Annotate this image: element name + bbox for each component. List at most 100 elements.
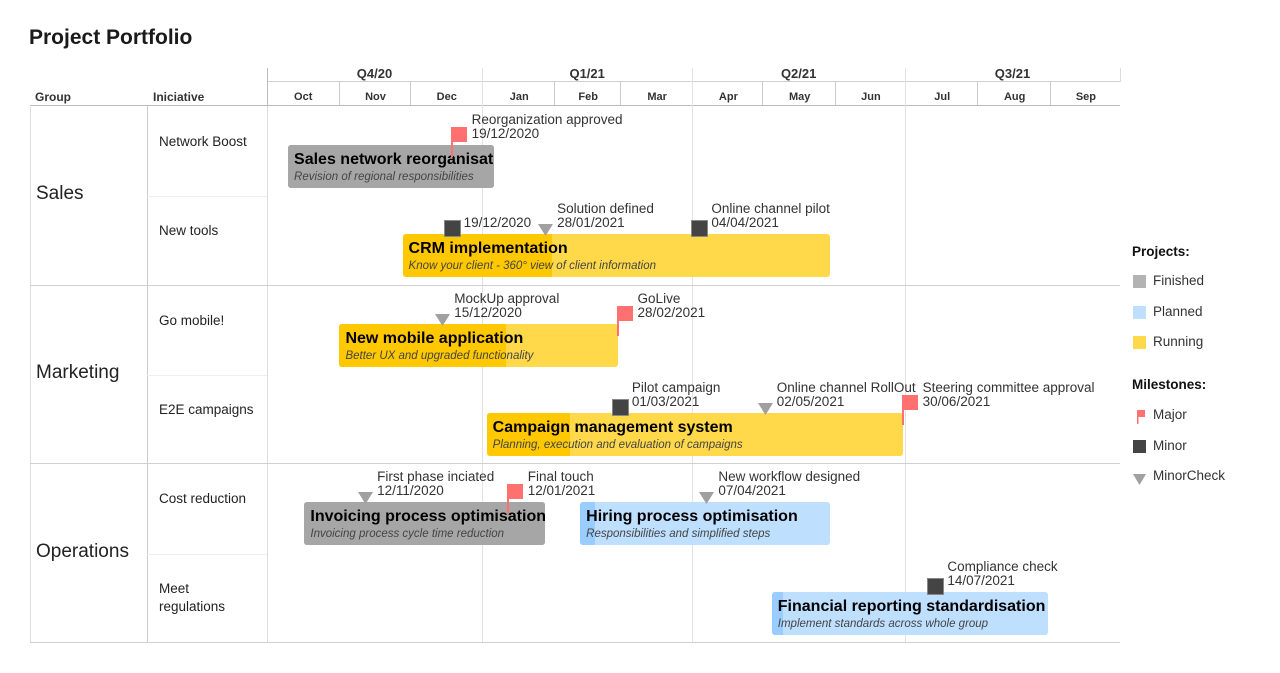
milestone-date: 30/06/2021 (922, 393, 991, 409)
milestone-date: 12/01/2021 (527, 483, 596, 499)
project-title: Financial reporting standardisation (777, 597, 1046, 615)
month-label: Apr (692, 82, 763, 105)
project-subtitle: Invoicing process cycle time reduction (310, 528, 505, 541)
month-label: Nov (339, 82, 410, 105)
project-subtitle: Better UX and upgraded functionality (345, 349, 534, 362)
milestone-label: Steering committee approval (922, 379, 1095, 395)
progress-fill (486, 412, 570, 456)
initiative-label: E2E campaigns (159, 401, 254, 417)
milestone-label: GoLive (637, 290, 681, 306)
minorcheck-milestone-triangle-icon (435, 312, 451, 327)
quarter-label: Q2/21 (780, 66, 817, 81)
milestone-date: 15/12/2020 (454, 304, 522, 320)
legend-swatch-running (1133, 336, 1146, 349)
project-subtitle: Revision of regional responsibilities (294, 171, 474, 183)
milestone-label: Online channel pilot (711, 201, 830, 217)
major-milestone-flag-icon (616, 305, 633, 336)
initiative-label: New tools (159, 223, 219, 239)
milestone-date: 01/03/2021 (631, 393, 700, 409)
month-label: Mar (619, 82, 693, 105)
major-milestone-flag-icon (506, 484, 523, 515)
milestone-label: Reorganization approved (471, 112, 623, 127)
quarter-label: Q3/21 (994, 66, 1031, 81)
major-milestone-flag-icon (901, 394, 918, 425)
project-title: Invoicing process optimisation (310, 508, 546, 526)
milestone-label: First phase inciated (377, 469, 495, 485)
group-label: Marketing (36, 361, 120, 383)
milestone-date: 28/02/2021 (637, 304, 706, 320)
project-bar[interactable]: Hiring process optimisation Responsibilit… (580, 502, 831, 546)
legend-item-major: Major (1153, 407, 1187, 422)
month-label: Aug (977, 82, 1050, 105)
minor-milestone-square-icon (691, 220, 709, 238)
project-bar[interactable]: CRM implementation Know your client - 360… (402, 234, 831, 278)
month-label: Feb (554, 82, 620, 105)
right-border (1120, 68, 1121, 82)
legend-item-planned: Planned (1153, 303, 1203, 319)
legend-item-running: Running (1153, 334, 1204, 349)
progress-fill (288, 145, 494, 188)
minorcheck-milestone-triangle-icon (757, 401, 773, 416)
month-label: Sep (1049, 82, 1121, 105)
minor-milestone-square-icon (443, 220, 461, 238)
minorcheck-milestone-triangle-icon (699, 490, 715, 505)
legend-milestones-title: Milestones: (1132, 377, 1207, 392)
progress-fill (402, 234, 553, 278)
initiative-label: Go mobile! (159, 312, 225, 328)
header-bottom-line (30, 105, 1120, 106)
group-label: Sales (36, 183, 84, 205)
quarter-gridline (904, 68, 906, 643)
initiative-divider (147, 553, 267, 555)
project-bar[interactable]: Campaign management system Planning, exec… (486, 412, 903, 456)
milestone-label: Online channel RollOut (776, 379, 916, 395)
milestone-label: Compliance check (947, 558, 1058, 574)
header-left-line (267, 68, 268, 105)
initiative-label: Cost reduction (159, 491, 247, 507)
initiative-column-divider (267, 106, 268, 643)
milestone-date: 07/04/2021 (718, 483, 786, 499)
group-column-divider (147, 106, 148, 643)
milestone-date: 02/05/2021 (776, 393, 845, 409)
legend-major-flag-icon (1137, 409, 1152, 424)
project-bar[interactable]: New mobile application Better UX and upgr… (339, 323, 618, 367)
progress-fill (304, 502, 546, 546)
milestone-date: 28/01/2021 (557, 215, 625, 231)
quarter-label: Q1/21 (569, 66, 605, 81)
project-bar[interactable]: Invoicing process optimisation Invoicing … (304, 502, 546, 546)
milestone-label: MockUp approval (454, 290, 560, 306)
project-subtitle: Implement standards across whole group (777, 617, 989, 630)
month-label: Jun (834, 82, 906, 105)
quarter-label: Q4/20 (356, 66, 393, 81)
milestone-label: New workflow designed (718, 469, 861, 485)
major-milestone-flag-icon (450, 127, 467, 157)
progress-fill (771, 591, 783, 635)
legend-projects-title: Projects: (1132, 244, 1190, 259)
minor-milestone-square-icon (927, 577, 945, 595)
legend-minorcheck-triangle-icon (1133, 471, 1148, 486)
project-subtitle: Responsibilities and simplified steps (586, 528, 771, 541)
quarter-gridline (692, 68, 694, 643)
legend-item-minor: Minor (1153, 437, 1187, 453)
project-title: CRM implementation (408, 240, 568, 258)
group-label: Operations (36, 540, 129, 562)
legend-item-minorcheck: MinorCheck (1153, 468, 1226, 483)
project-title: New mobile application (345, 329, 524, 347)
project-subtitle: Know your client - 360° view of client i… (408, 260, 657, 273)
milestone-date: 19/12/2020 (463, 215, 532, 231)
project-title: Campaign management system (492, 418, 733, 436)
milestone-date: 12/11/2020 (377, 483, 444, 499)
project-subtitle: Planning, execution and evaluation of ca… (492, 438, 743, 451)
minorcheck-milestone-triangle-icon (358, 490, 374, 505)
milestone-label: Pilot campaign (631, 379, 721, 395)
progress-fill (580, 502, 596, 546)
legend-minor-square-icon (1133, 439, 1146, 453)
milestone-date: 19/12/2020 (471, 126, 540, 141)
milestone-label: Solution defined (557, 201, 654, 217)
group-left-border (30, 464, 31, 643)
milestone-date: 14/07/2021 (947, 572, 1015, 588)
initiative-divider (147, 374, 267, 376)
project-bar[interactable]: Sales network reorganisation Revision of … (288, 145, 494, 188)
project-bar[interactable]: Financial reporting standardisation Imple… (771, 591, 1048, 635)
milestone-label: Final touch (527, 469, 594, 485)
legend-item-finished: Finished (1153, 273, 1205, 288)
